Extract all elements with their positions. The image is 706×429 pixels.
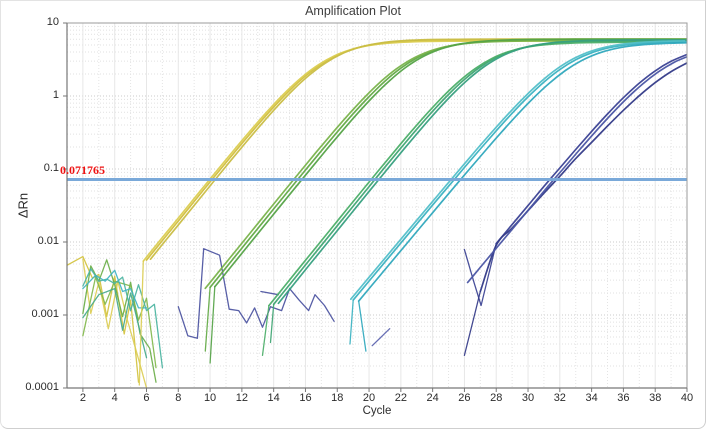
amplification-curve-standard-4-cyan-rep3	[349, 39, 686, 301]
x-tick-label: 6	[143, 392, 150, 404]
baseline-noise-trace	[349, 299, 354, 345]
baseline-noise-trace	[67, 255, 140, 383]
chart-title: Amplification Plot	[305, 4, 401, 18]
amplification-curve-standard-5-navy-rep3	[466, 55, 687, 284]
amplification-curve-standard-4-cyan-rep2	[357, 41, 687, 302]
x-tick-label: 34	[585, 392, 598, 404]
y-tick-label: 10	[46, 16, 59, 28]
y-tick-label: 0.01	[37, 235, 59, 247]
x-tick-label: 26	[458, 392, 471, 404]
x-tick-label: 16	[299, 392, 312, 404]
baseline-noise-trace	[82, 259, 157, 383]
baseline-noise-trace	[260, 290, 280, 296]
baseline-noise-trace	[82, 258, 148, 388]
x-tick-label: 10	[203, 392, 217, 404]
baseline-noise-trace	[177, 248, 335, 339]
x-tick-label: 4	[111, 392, 118, 404]
baseline-noise-trace	[82, 276, 157, 369]
amplification-curve-standard-2-green-rep1	[209, 38, 687, 289]
x-tick-label: 36	[617, 392, 630, 404]
baseline-noise-trace	[82, 268, 164, 369]
x-tick-label: 24	[426, 392, 439, 404]
x-tick-label: 8	[175, 392, 182, 404]
x-tick-label: 30	[521, 392, 535, 404]
amplification-curve-standard-5-navy-rep2	[479, 62, 687, 293]
baseline-noise-trace	[463, 290, 481, 357]
threshold-value-label: 0.071765	[60, 163, 105, 177]
x-tick-label: 38	[649, 392, 662, 404]
baseline-noise-trace	[204, 286, 211, 352]
amplification-curve-standard-5-navy-rep1	[495, 53, 687, 245]
x-tick-label: 32	[553, 392, 566, 404]
amplification-curve-standard-4-cyan-rep1	[352, 40, 687, 301]
x-tick-label: 2	[79, 392, 86, 404]
baseline-noise-trace	[82, 269, 148, 309]
baseline-noise-trace	[371, 328, 391, 347]
baseline-noise-trace	[82, 287, 148, 359]
baseline-noise-trace	[358, 300, 367, 352]
baseline-noise-trace	[269, 303, 275, 344]
x-tick-label: 12	[235, 392, 248, 404]
plot-border	[66, 22, 688, 389]
x-axis-label: Cycle	[362, 405, 392, 417]
x-tick-label: 14	[267, 392, 280, 404]
traces	[67, 38, 687, 388]
y-tick-label: 0.001	[31, 308, 59, 320]
baseline-noise-trace	[138, 260, 144, 386]
y-tick-label: 0.1	[43, 162, 59, 174]
x-tick-label: 18	[331, 392, 344, 404]
y-tick-label: 0.0001	[25, 381, 59, 393]
amplification-curve-standard-2-green-rep2	[204, 39, 684, 290]
amplification-curve-standard-3-seagreen-rep3	[277, 39, 687, 305]
y-tick-label: 1	[52, 89, 59, 101]
baseline-noise-trace	[261, 304, 270, 357]
x-tick-label: 20	[362, 392, 376, 404]
x-tick-label: 22	[394, 392, 407, 404]
x-tick-label: 40	[680, 392, 694, 404]
grid	[67, 22, 687, 389]
baseline-noise-trace	[209, 286, 216, 364]
amplification-curve-standard-2-green-rep3	[213, 38, 687, 288]
baseline-noise-trace	[463, 242, 497, 307]
x-tick-label: 28	[490, 392, 503, 404]
amplification-curve-standard-3-seagreen-rep2	[268, 41, 684, 307]
